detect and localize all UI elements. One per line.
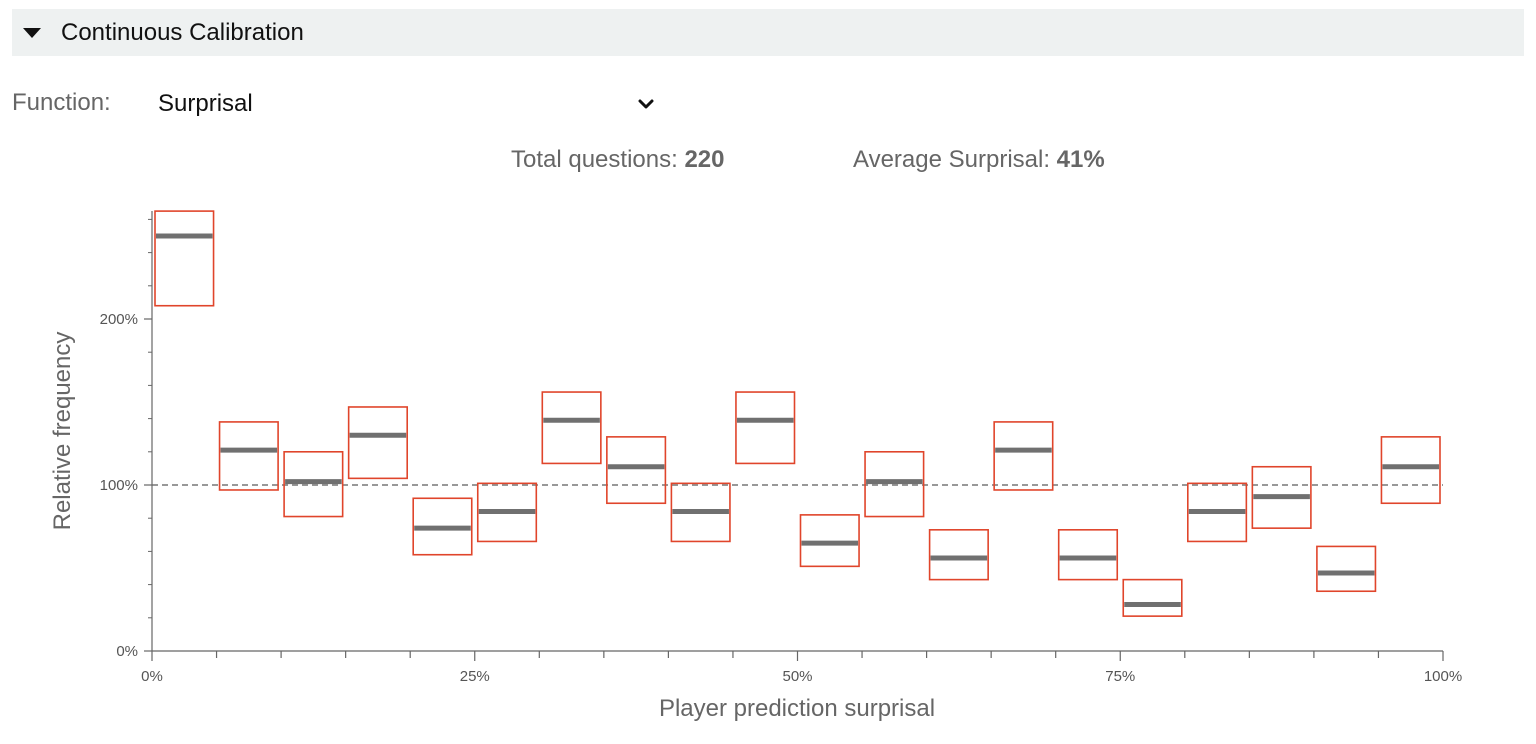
interval-box (1316, 545, 1377, 593)
section-title: Continuous Calibration (61, 18, 304, 46)
y-axis-title: Relative frequency (49, 332, 76, 531)
y-tick-label: 100% (100, 477, 138, 494)
interval-box (283, 450, 344, 518)
average-surprisal-label: Average Surprisal: (853, 146, 1050, 173)
interval-box (606, 436, 667, 505)
function-label: Function: (12, 89, 111, 116)
interval-box (735, 391, 796, 465)
interval-box (347, 406, 408, 480)
x-axis-title: Player prediction surprisal (659, 695, 935, 722)
function-select-value: Surprisal (158, 90, 253, 117)
interval-box (218, 421, 279, 491)
interval-box (1251, 465, 1312, 529)
interval-box (993, 421, 1054, 491)
interval-box (1380, 436, 1441, 505)
x-tick-label: 75% (1105, 668, 1135, 685)
interval-box (1187, 482, 1248, 543)
interval-box (799, 514, 860, 568)
section-header-continuous-calibration[interactable]: Continuous Calibration (12, 9, 1524, 56)
total-questions-stat: Total questions: 220 (511, 146, 725, 174)
chart-axes: 0% 100% 200% 0% 25% 50% 75% 100% (100, 211, 1462, 685)
average-surprisal-stat: Average Surprisal: 41% (853, 146, 1105, 174)
interval-box (670, 482, 731, 543)
x-tick-label: 100% (1424, 668, 1462, 685)
interval-box (154, 210, 215, 307)
average-surprisal-value: 41% (1056, 146, 1105, 173)
y-tick-label: 200% (100, 311, 138, 328)
interval-box (476, 482, 538, 543)
chart-marks (154, 210, 1441, 617)
total-questions-label: Total questions: (511, 146, 678, 173)
total-questions-value: 220 (684, 146, 725, 173)
function-select[interactable]: Surprisal (158, 86, 658, 122)
interval-box (1057, 529, 1119, 581)
interval-box (928, 529, 989, 581)
x-tick-label: 25% (460, 668, 490, 685)
interval-box (541, 391, 602, 465)
interval-box (412, 497, 473, 556)
x-tick-label: 50% (782, 668, 812, 685)
interval-box (864, 450, 925, 518)
x-tick-label: 0% (141, 668, 163, 685)
chevron-down-icon (638, 99, 654, 109)
interval-box (1122, 578, 1183, 617)
caret-down-icon (23, 27, 41, 38)
y-tick-label: 0% (116, 643, 138, 660)
